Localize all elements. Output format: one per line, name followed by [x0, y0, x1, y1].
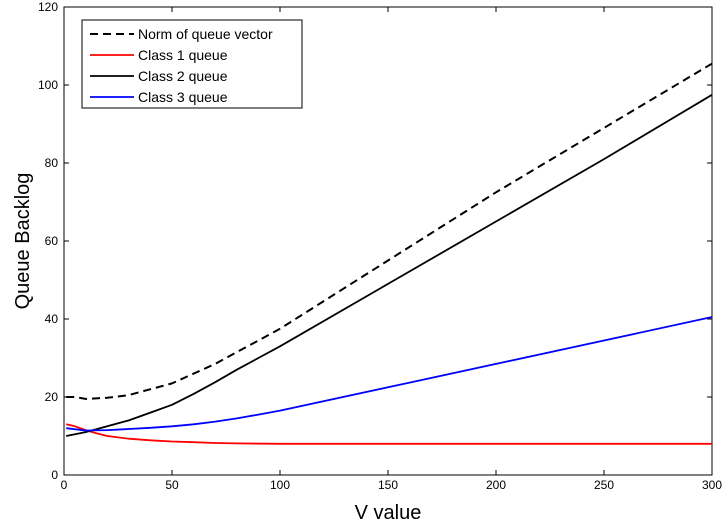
- x-tick-label: 0: [61, 478, 68, 492]
- x-tick-label: 200: [486, 478, 506, 492]
- series-line-2: [65, 423, 712, 445]
- series-line-3: [66, 94, 713, 437]
- series-layer: [65, 62, 713, 445]
- x-tick-label: 250: [594, 478, 614, 492]
- y-tick-label: 100: [38, 78, 58, 92]
- x-tick-label: 50: [165, 478, 179, 492]
- x-tick-label: 150: [378, 478, 398, 492]
- series-line-4: [66, 316, 713, 432]
- x-tick-label: 300: [702, 478, 722, 492]
- legend-label-4: Class 3 queue: [138, 89, 228, 105]
- y-tick-label: 40: [45, 312, 59, 326]
- series-line-1: [66, 62, 713, 400]
- y-tick-label: 20: [45, 390, 59, 404]
- y-axis-title: Queue Backlog: [12, 173, 34, 310]
- ticks-layer: 0 50 100 150 200 250 300 0 20 40 60 80 100 120: [38, 0, 722, 492]
- x-tick-label: 100: [270, 478, 290, 492]
- y-tick-label: 60: [45, 234, 59, 248]
- y-tick-label: 80: [45, 156, 59, 170]
- legend-label-3: Class 2 queue: [138, 68, 228, 84]
- legend-label-1: Norm of queue vector: [138, 26, 273, 42]
- x-axis-title: V value: [355, 502, 422, 524]
- y-tick-label: 0: [51, 468, 58, 482]
- legend-label-2: Class 1 queue: [138, 47, 228, 63]
- y-tick-label: 120: [38, 0, 58, 14]
- legend: Norm of queue vector Class 1 queue Class 2…: [81, 19, 303, 109]
